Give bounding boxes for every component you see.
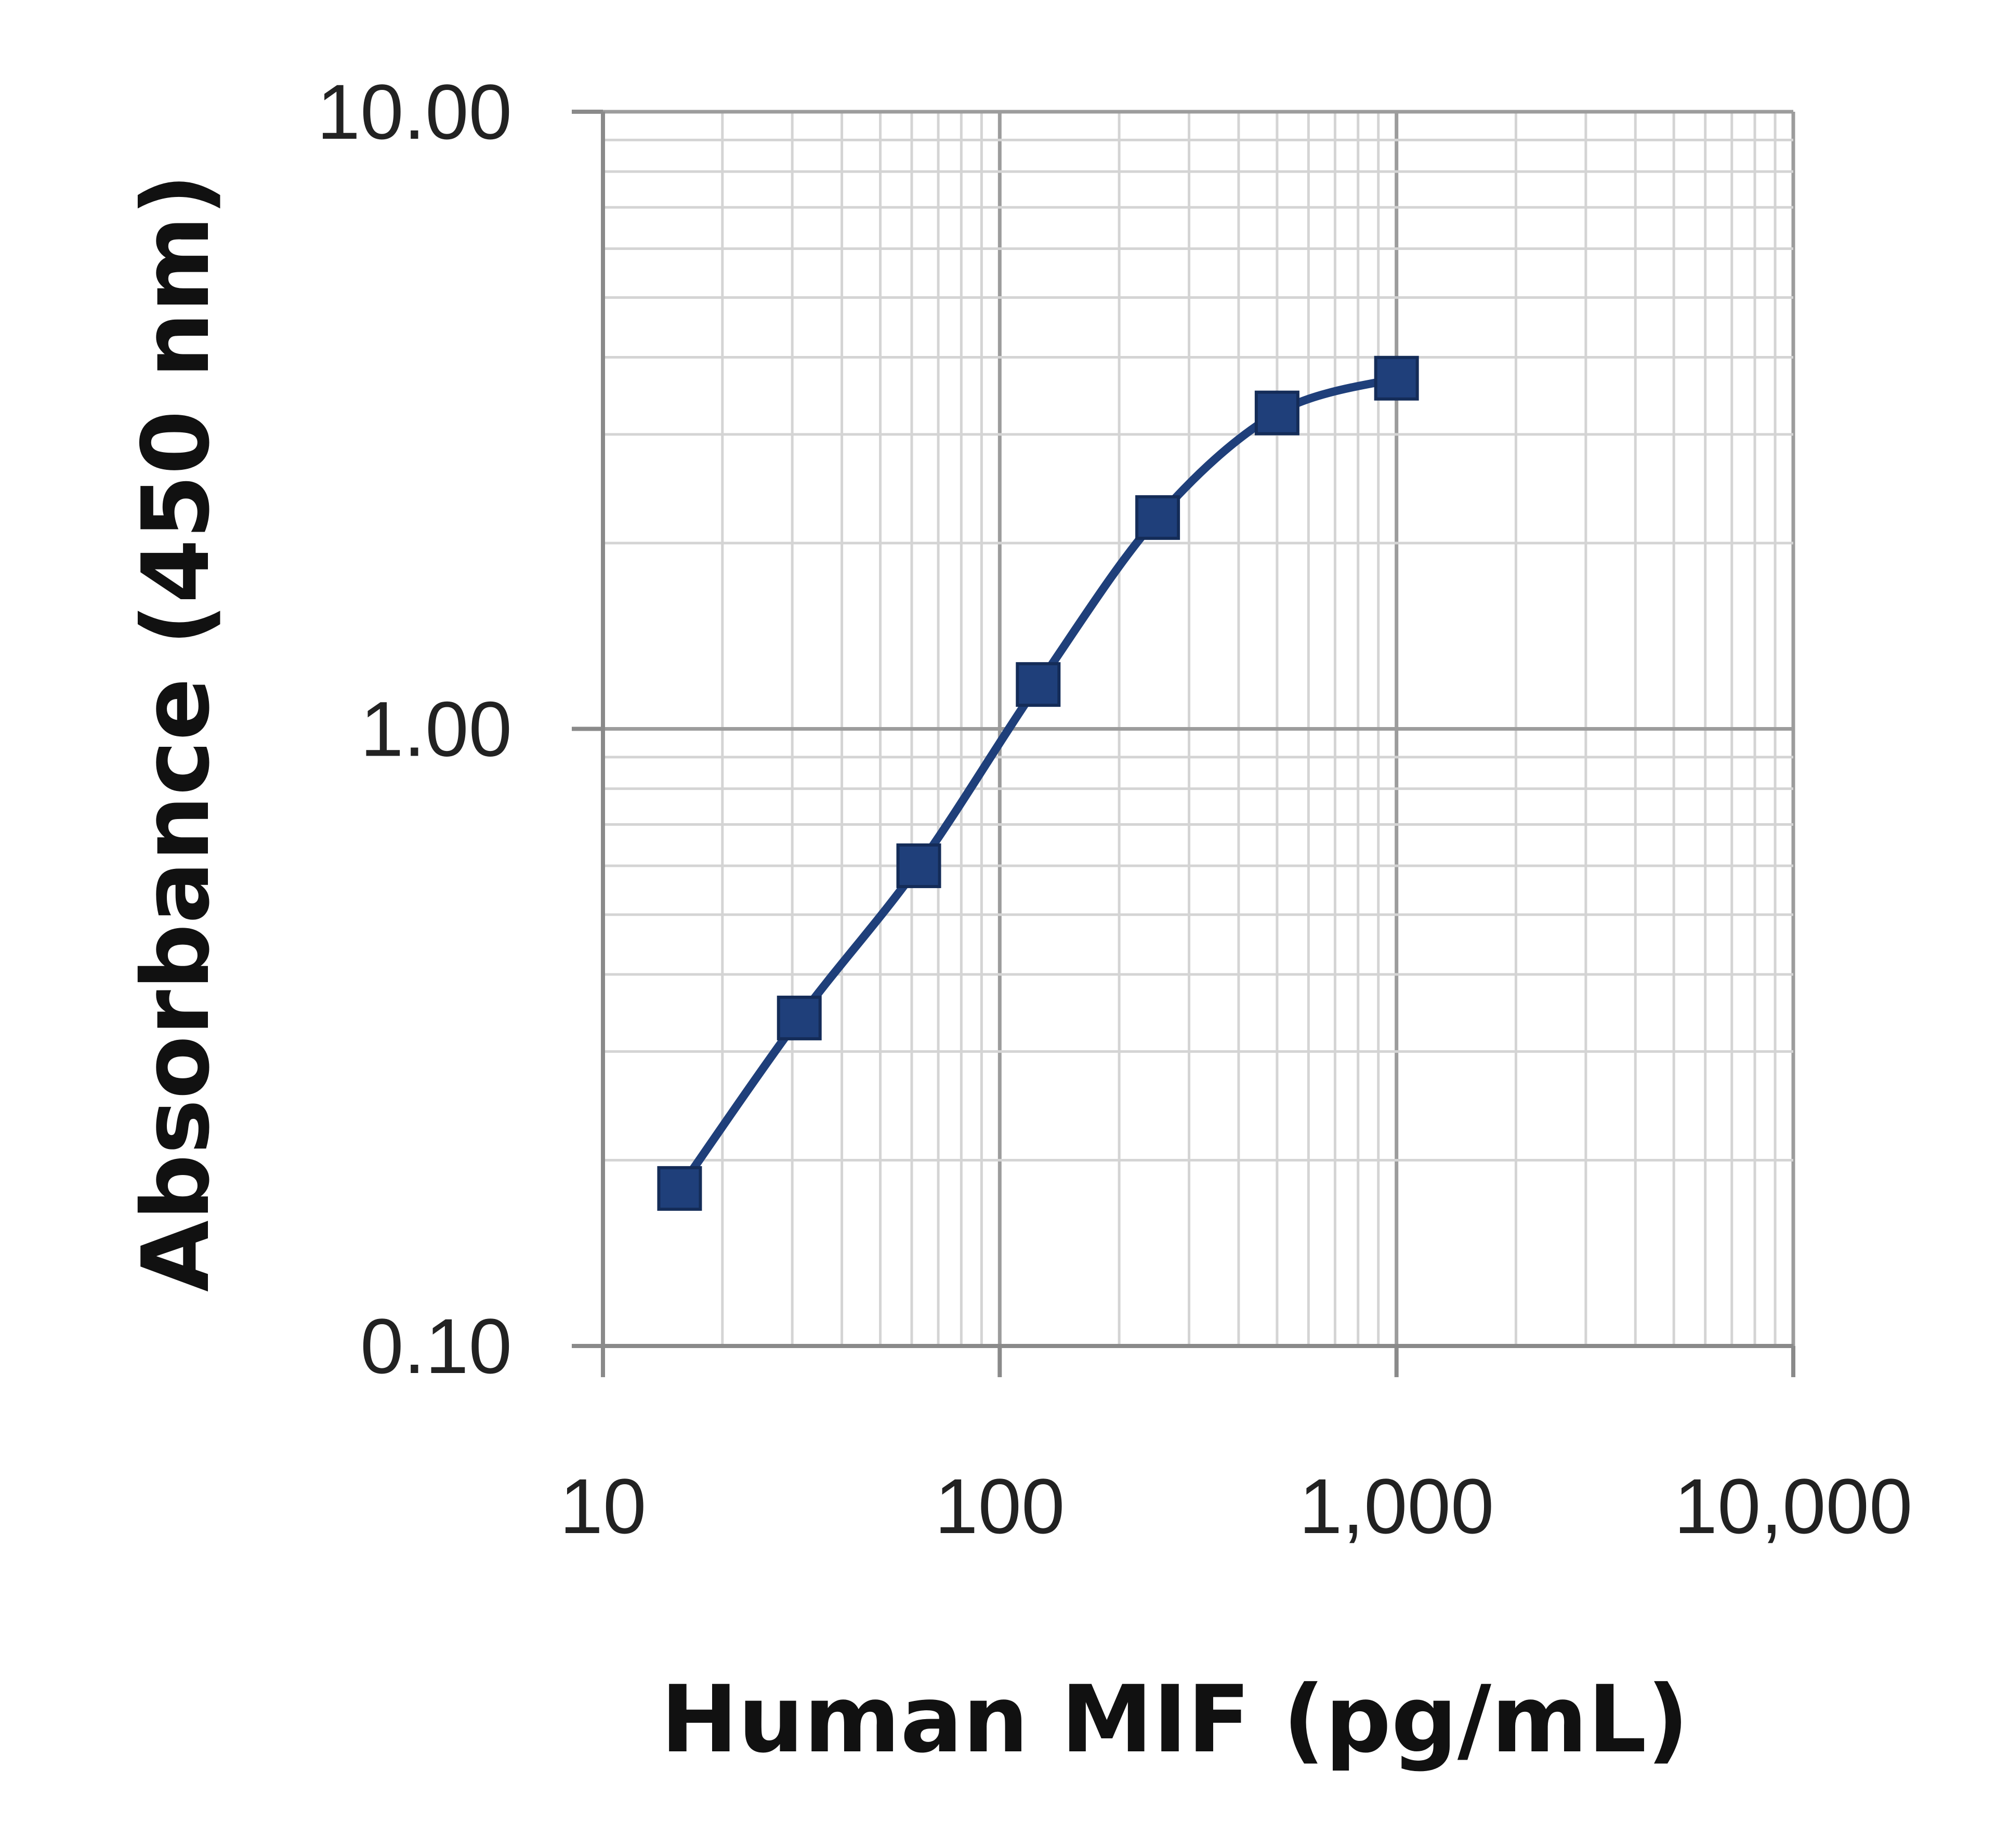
x-tick-label: 10 bbox=[560, 1462, 647, 1550]
y-axis-title: Absorbance (450 nm) bbox=[122, 174, 230, 1292]
grid bbox=[601, 110, 1795, 1348]
x-tick-label: 100 bbox=[935, 1462, 1065, 1550]
data-point-marker bbox=[1254, 390, 1299, 435]
y-tick-label: 10.00 bbox=[317, 68, 512, 155]
x-axis-title: Human MIF (pg/mL) bbox=[661, 1666, 1689, 1773]
data-point-marker bbox=[1374, 355, 1419, 401]
y-tick-labels: 0.10 1.00 10.00 bbox=[317, 68, 512, 1390]
x-tick-label: 1,000 bbox=[1299, 1462, 1494, 1550]
y-tick-label: 1.00 bbox=[360, 685, 512, 773]
axes bbox=[572, 110, 1795, 1377]
data-point-marker bbox=[1135, 495, 1180, 540]
data-point-marker bbox=[777, 995, 822, 1040]
data-series bbox=[657, 355, 1419, 1211]
data-point-marker bbox=[657, 1166, 702, 1211]
data-point-marker bbox=[1016, 662, 1061, 707]
data-point-marker bbox=[896, 843, 941, 888]
y-tick-label: 0.10 bbox=[360, 1302, 512, 1390]
x-tick-labels: 10 100 1,000 10,000 bbox=[560, 1462, 1913, 1550]
x-tick-label: 10,000 bbox=[1674, 1462, 1913, 1550]
